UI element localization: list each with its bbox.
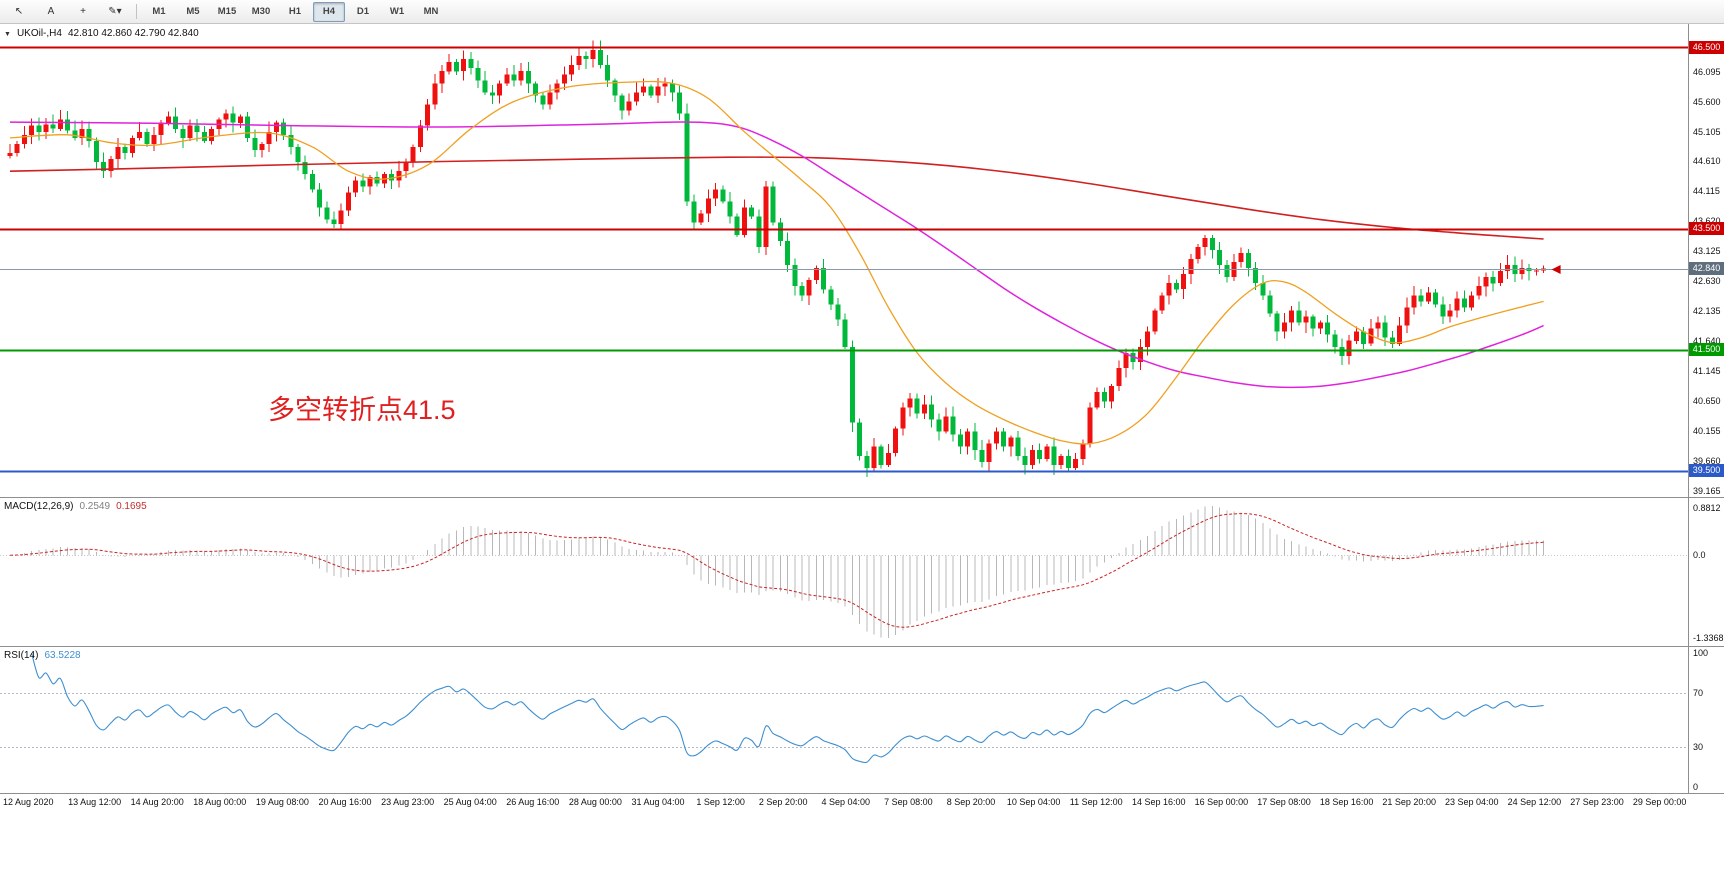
time-axis-label: 26 Aug 16:00 [506,797,560,807]
ma-mid-magenta [9,121,1544,389]
rsi-value: 63.5228 [44,650,81,661]
time-axis-label: 23 Aug 23:00 [381,797,435,807]
time-axis-label: 2 Sep 20:00 [758,797,808,807]
time-axis-label: 23 Sep 04:00 [1445,797,1499,807]
rsi-panel: RSI(14) 63.5228 100 70 30 0 [0,647,1724,793]
timeframe-button-group: M1 M5 M15 M30 H1 H4 D1 W1 MN [142,1,448,22]
rsi-canvas[interactable] [0,647,1724,793]
time-axis-label: 21 Sep 20:00 [1382,797,1436,807]
macd-signal-line [9,513,1544,628]
draw-tool[interactable]: ✎▾ [108,6,122,17]
time-axis-label: 27 Sep 23:00 [1570,797,1624,807]
macd-main-value: 0.2549 [79,501,111,512]
rsi-label: RSI(14) 63.5228 [4,650,81,661]
ma-fast-orange [9,80,1544,445]
time-axis-label: 4 Sep 04:00 [821,797,871,807]
time-axis-label: 16 Sep 00:00 [1194,797,1249,807]
time-axis-label: 25 Aug 04:00 [443,797,497,807]
main-chart-canvas[interactable] [0,24,1724,497]
macd-histogram [9,506,1545,638]
rsi-line [31,652,1544,764]
toolbar-separator [136,4,137,19]
time-axis-label: 11 Sep 12:00 [1069,797,1123,807]
ma-slow-red [9,156,1544,240]
time-axis-label: 29 Sep 00:00 [1632,797,1687,807]
time-axis-label: 19 Aug 08:00 [255,797,309,807]
time-axis[interactable]: 12 Aug 2020 13 Aug 12:00 14 Aug 20:00 18 Au… [0,793,1724,811]
annotation-text: 多空转折点41.5 [268,395,456,425]
candles-layer [7,40,1547,477]
time-axis-label: 1 Sep 12:00 [696,797,745,807]
cursor-tool[interactable]: ↖ [14,6,24,17]
timeframe-m1[interactable]: M1 [152,6,166,17]
time-axis-label: 12 Aug 2020 [3,797,54,807]
time-axis-label: 20 Aug 16:00 [318,797,372,807]
timeframe-d1[interactable]: D1 [356,6,370,17]
chart-title: ▼ UKOil-,H4 42.810 42.860 42.790 42.840 [4,28,199,39]
panel-separator[interactable] [0,646,1724,647]
timeframe-m30[interactable]: M30 [251,6,271,17]
timeframe-h4[interactable]: H4 [313,1,345,22]
time-axis-label: 24 Sep 12:00 [1507,797,1562,807]
time-axis-label: 10 Sep 04:00 [1006,797,1061,807]
time-axis-label: 14 Aug 20:00 [130,797,184,807]
time-axis-label: 7 Sep 08:00 [884,797,933,807]
macd-name: MACD(12,26,9) [4,501,74,512]
hlines-layer [0,46,1688,473]
main-chart-panel: ▼ UKOil-,H4 42.810 42.860 42.790 42.840 … [0,24,1724,497]
macd-label: MACD(12,26,9) 0.2549 0.1695 [4,501,147,512]
time-axis-label: 14 Sep 16:00 [1132,797,1186,807]
time-axis-label: 18 Aug 00:00 [193,797,247,807]
chart-symbol-timeframe: UKOil-,H4 [16,28,62,39]
time-axis-label: 28 Aug 00:00 [568,797,622,807]
chart-dropdown-icon[interactable]: ▼ [4,31,11,38]
time-axis-label: 8 Sep 20:00 [946,797,996,807]
chart-ohlc-values: 42.810 42.860 42.790 42.840 [67,28,199,39]
time-axis-label: 18 Sep 16:00 [1319,797,1374,807]
time-axis-label: 13 Aug 12:00 [68,797,122,807]
tool-button-group: ↖ A + ✎▾ [3,2,131,22]
timeframe-w1[interactable]: W1 [389,6,405,17]
timeframe-h1[interactable]: H1 [288,6,302,17]
toolbar: ↖ A + ✎▾ M1 M5 M15 M30 H1 H4 D1 W1 MN [0,0,1724,24]
panel-separator[interactable] [0,497,1724,498]
timeframe-m5[interactable]: M5 [186,6,200,17]
text-tool[interactable]: A [47,6,55,17]
timeframe-m15[interactable]: M15 [217,6,237,17]
crosshair-tool[interactable]: + [80,6,86,17]
macd-canvas[interactable] [0,498,1724,646]
current-price-arrow [1551,265,1561,274]
time-axis-label: 31 Aug 04:00 [631,797,685,807]
time-axis-label: 17 Sep 08:00 [1257,797,1311,807]
macd-signal-value: 0.1695 [116,501,147,512]
macd-panel: MACD(12,26,9) 0.2549 0.1695 0.8812 0.0 -1.… [0,498,1724,646]
timeframe-mn[interactable]: MN [423,6,439,17]
rsi-name: RSI(14) [4,650,39,661]
